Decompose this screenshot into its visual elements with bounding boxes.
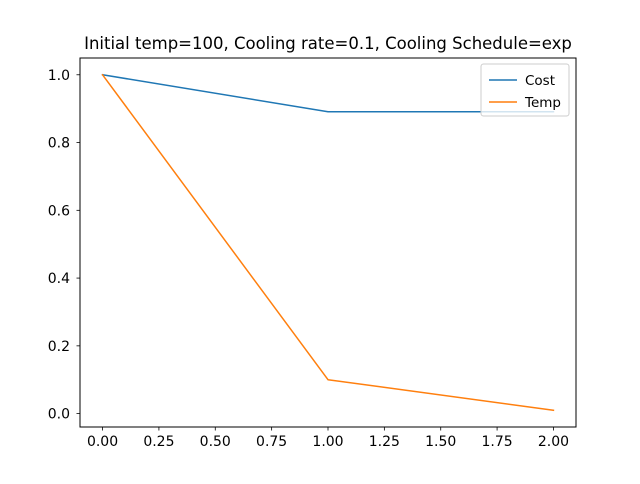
x-tick-label: 1.00 (312, 434, 343, 450)
legend-label-cost: Cost (525, 73, 555, 89)
x-tick-label: 0.75 (256, 434, 287, 450)
y-tick-label: 0.4 (48, 271, 70, 287)
y-axis: 0.0 0.2 0.4 0.6 0.8 1.0 (48, 68, 80, 423)
legend-box (480, 63, 570, 117)
x-tick-label: 0.50 (200, 434, 231, 450)
series-line-temp (101, 73, 555, 412)
x-tick-label: 0.00 (87, 434, 118, 450)
chart-title: Initial temp=100, Cooling rate=0.1, Cool… (84, 34, 572, 53)
series-layer (101, 73, 555, 412)
x-tick-label: 0.25 (143, 434, 174, 450)
y-tick-label: 0.8 (48, 136, 70, 152)
x-tick-label: 1.50 (425, 434, 456, 450)
x-tick-label: 2.00 (538, 434, 569, 450)
legend: Cost Temp (480, 63, 570, 117)
series-line-cost (101, 73, 555, 113)
x-tick-label: 1.25 (369, 434, 400, 450)
x-tick-label: 1.75 (482, 434, 513, 450)
y-tick-label: 0.6 (48, 203, 70, 219)
y-tick-label: 0.2 (48, 339, 70, 355)
y-tick-label: 0.0 (48, 407, 70, 423)
y-tick-label: 1.0 (48, 68, 70, 84)
x-axis: 0.00 0.25 0.50 0.75 1.00 1.25 1.50 1.75 2.00 (87, 427, 569, 450)
legend-label-temp: Temp (524, 95, 561, 111)
